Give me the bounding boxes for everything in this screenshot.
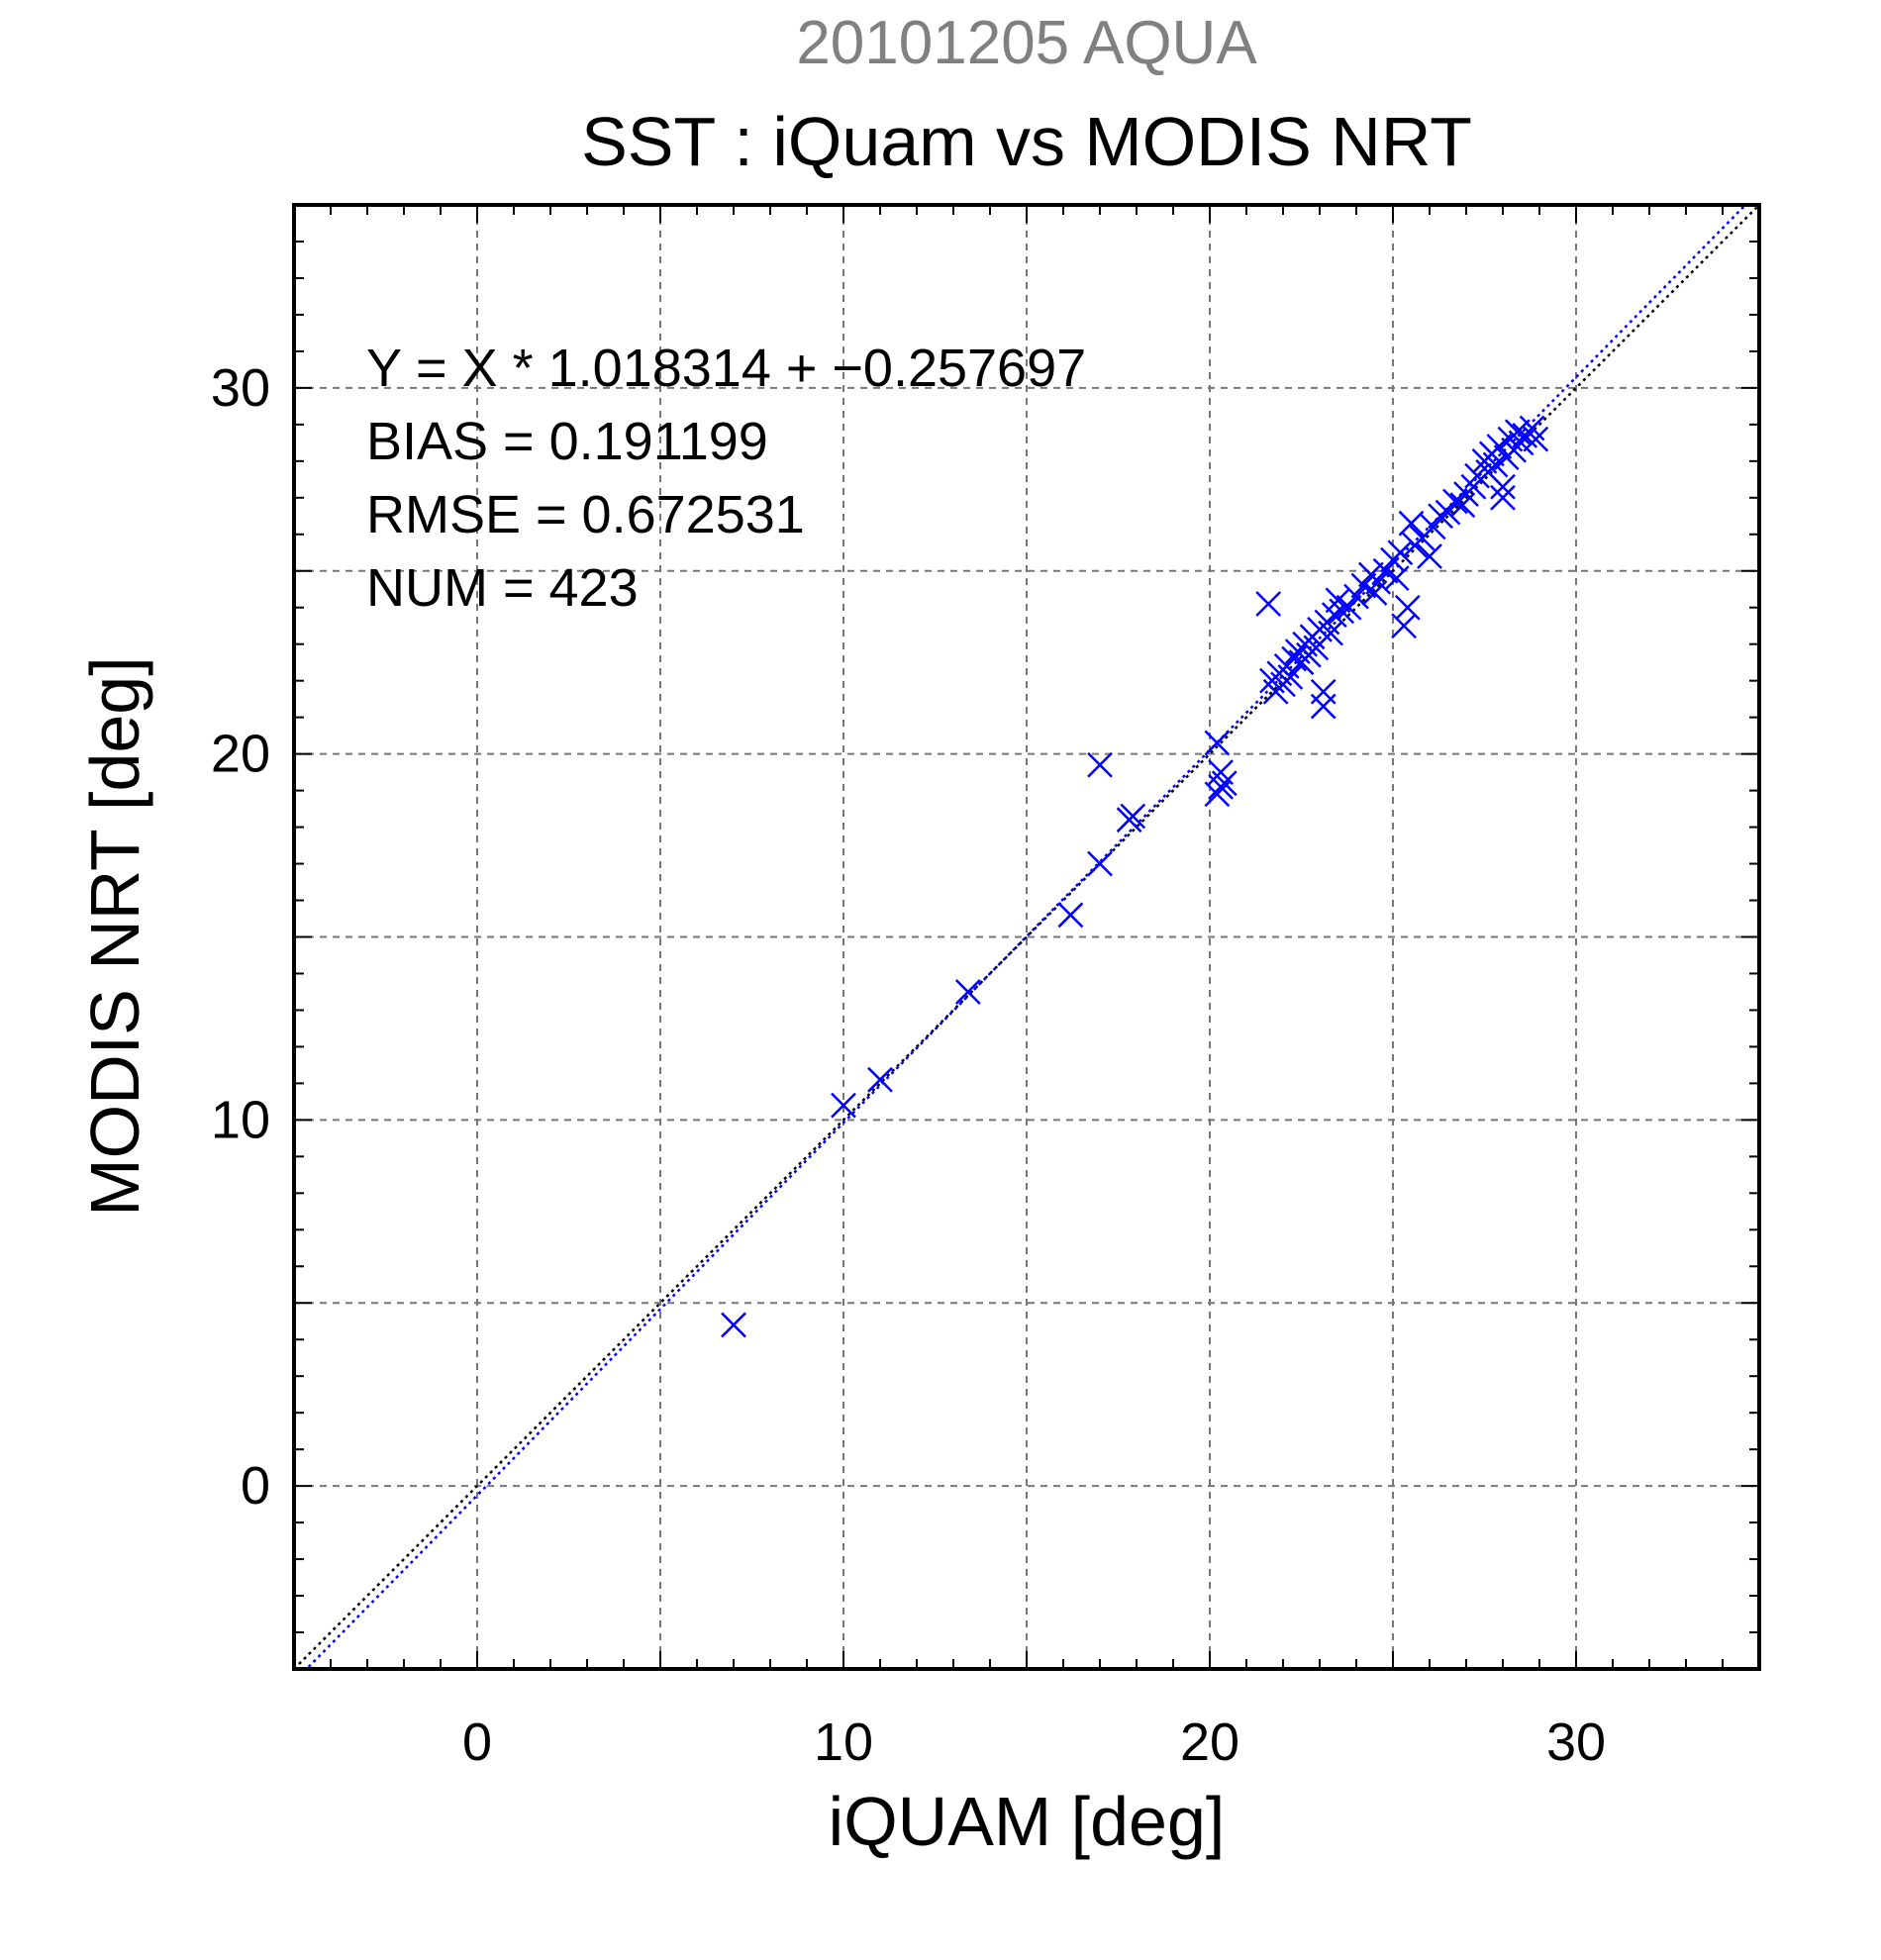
data-point bbox=[1120, 803, 1146, 830]
data-point bbox=[1336, 594, 1362, 621]
data-point bbox=[1383, 565, 1410, 592]
plot-frame bbox=[292, 203, 1761, 1671]
data-point bbox=[1398, 510, 1425, 537]
data-point bbox=[1204, 730, 1231, 756]
data-points bbox=[721, 415, 1549, 1338]
stat-line-fit: Y = X * 1.018314 + −0.257697 bbox=[366, 339, 1086, 398]
data-point bbox=[1508, 430, 1534, 456]
data-point bbox=[831, 1092, 856, 1119]
x-axis-label: iQUAM [deg] bbox=[829, 1783, 1226, 1860]
data-point bbox=[954, 979, 981, 1005]
data-point bbox=[1442, 488, 1468, 515]
data-point bbox=[1486, 434, 1513, 459]
data-point bbox=[1204, 781, 1231, 808]
data-point bbox=[1087, 850, 1113, 877]
data-point bbox=[1087, 751, 1113, 778]
stat-line-num: NUM = 423 bbox=[366, 558, 639, 618]
data-point bbox=[1255, 591, 1282, 617]
data-point bbox=[1391, 613, 1417, 639]
fit-line bbox=[304, 205, 1747, 1669]
y-tick-label: 0 bbox=[241, 1456, 270, 1516]
data-point bbox=[1394, 594, 1421, 621]
y-tick-labels: 0 10 20 30 bbox=[211, 358, 270, 1516]
data-point bbox=[1350, 572, 1377, 599]
data-point bbox=[867, 1066, 893, 1093]
chart-supertitle: 20101205 AQUA bbox=[796, 9, 1257, 77]
data-point bbox=[1211, 770, 1238, 797]
x-tick-label: 10 bbox=[814, 1713, 873, 1772]
data-point bbox=[1490, 473, 1516, 500]
y-axis-label: MODIS NRT [deg] bbox=[76, 656, 153, 1216]
data-point bbox=[1057, 902, 1084, 929]
chart-title: SST : iQuam vs MODIS NRT bbox=[581, 103, 1472, 180]
x-tick-labels: 0 10 20 30 bbox=[462, 1713, 1606, 1772]
y-tick-label: 30 bbox=[211, 358, 270, 418]
data-point bbox=[1372, 557, 1399, 584]
data-point bbox=[721, 1312, 746, 1338]
data-point bbox=[1523, 426, 1549, 452]
y-tick-label: 10 bbox=[211, 1090, 270, 1149]
data-point bbox=[1310, 678, 1336, 705]
data-point bbox=[1387, 539, 1414, 566]
data-point bbox=[1310, 693, 1336, 720]
x-tick-label: 30 bbox=[1546, 1713, 1606, 1772]
stat-line-rmse: RMSE = 0.672531 bbox=[366, 485, 805, 544]
x-tick-label: 20 bbox=[1180, 1713, 1239, 1772]
data-point bbox=[1417, 543, 1442, 569]
stat-line-bias: BIAS = 0.191199 bbox=[366, 412, 768, 471]
data-point bbox=[1281, 645, 1307, 672]
y-tick-label: 20 bbox=[211, 725, 270, 784]
data-point bbox=[1321, 602, 1347, 629]
data-point bbox=[1490, 484, 1516, 511]
x-tick-label: 0 bbox=[462, 1713, 492, 1772]
